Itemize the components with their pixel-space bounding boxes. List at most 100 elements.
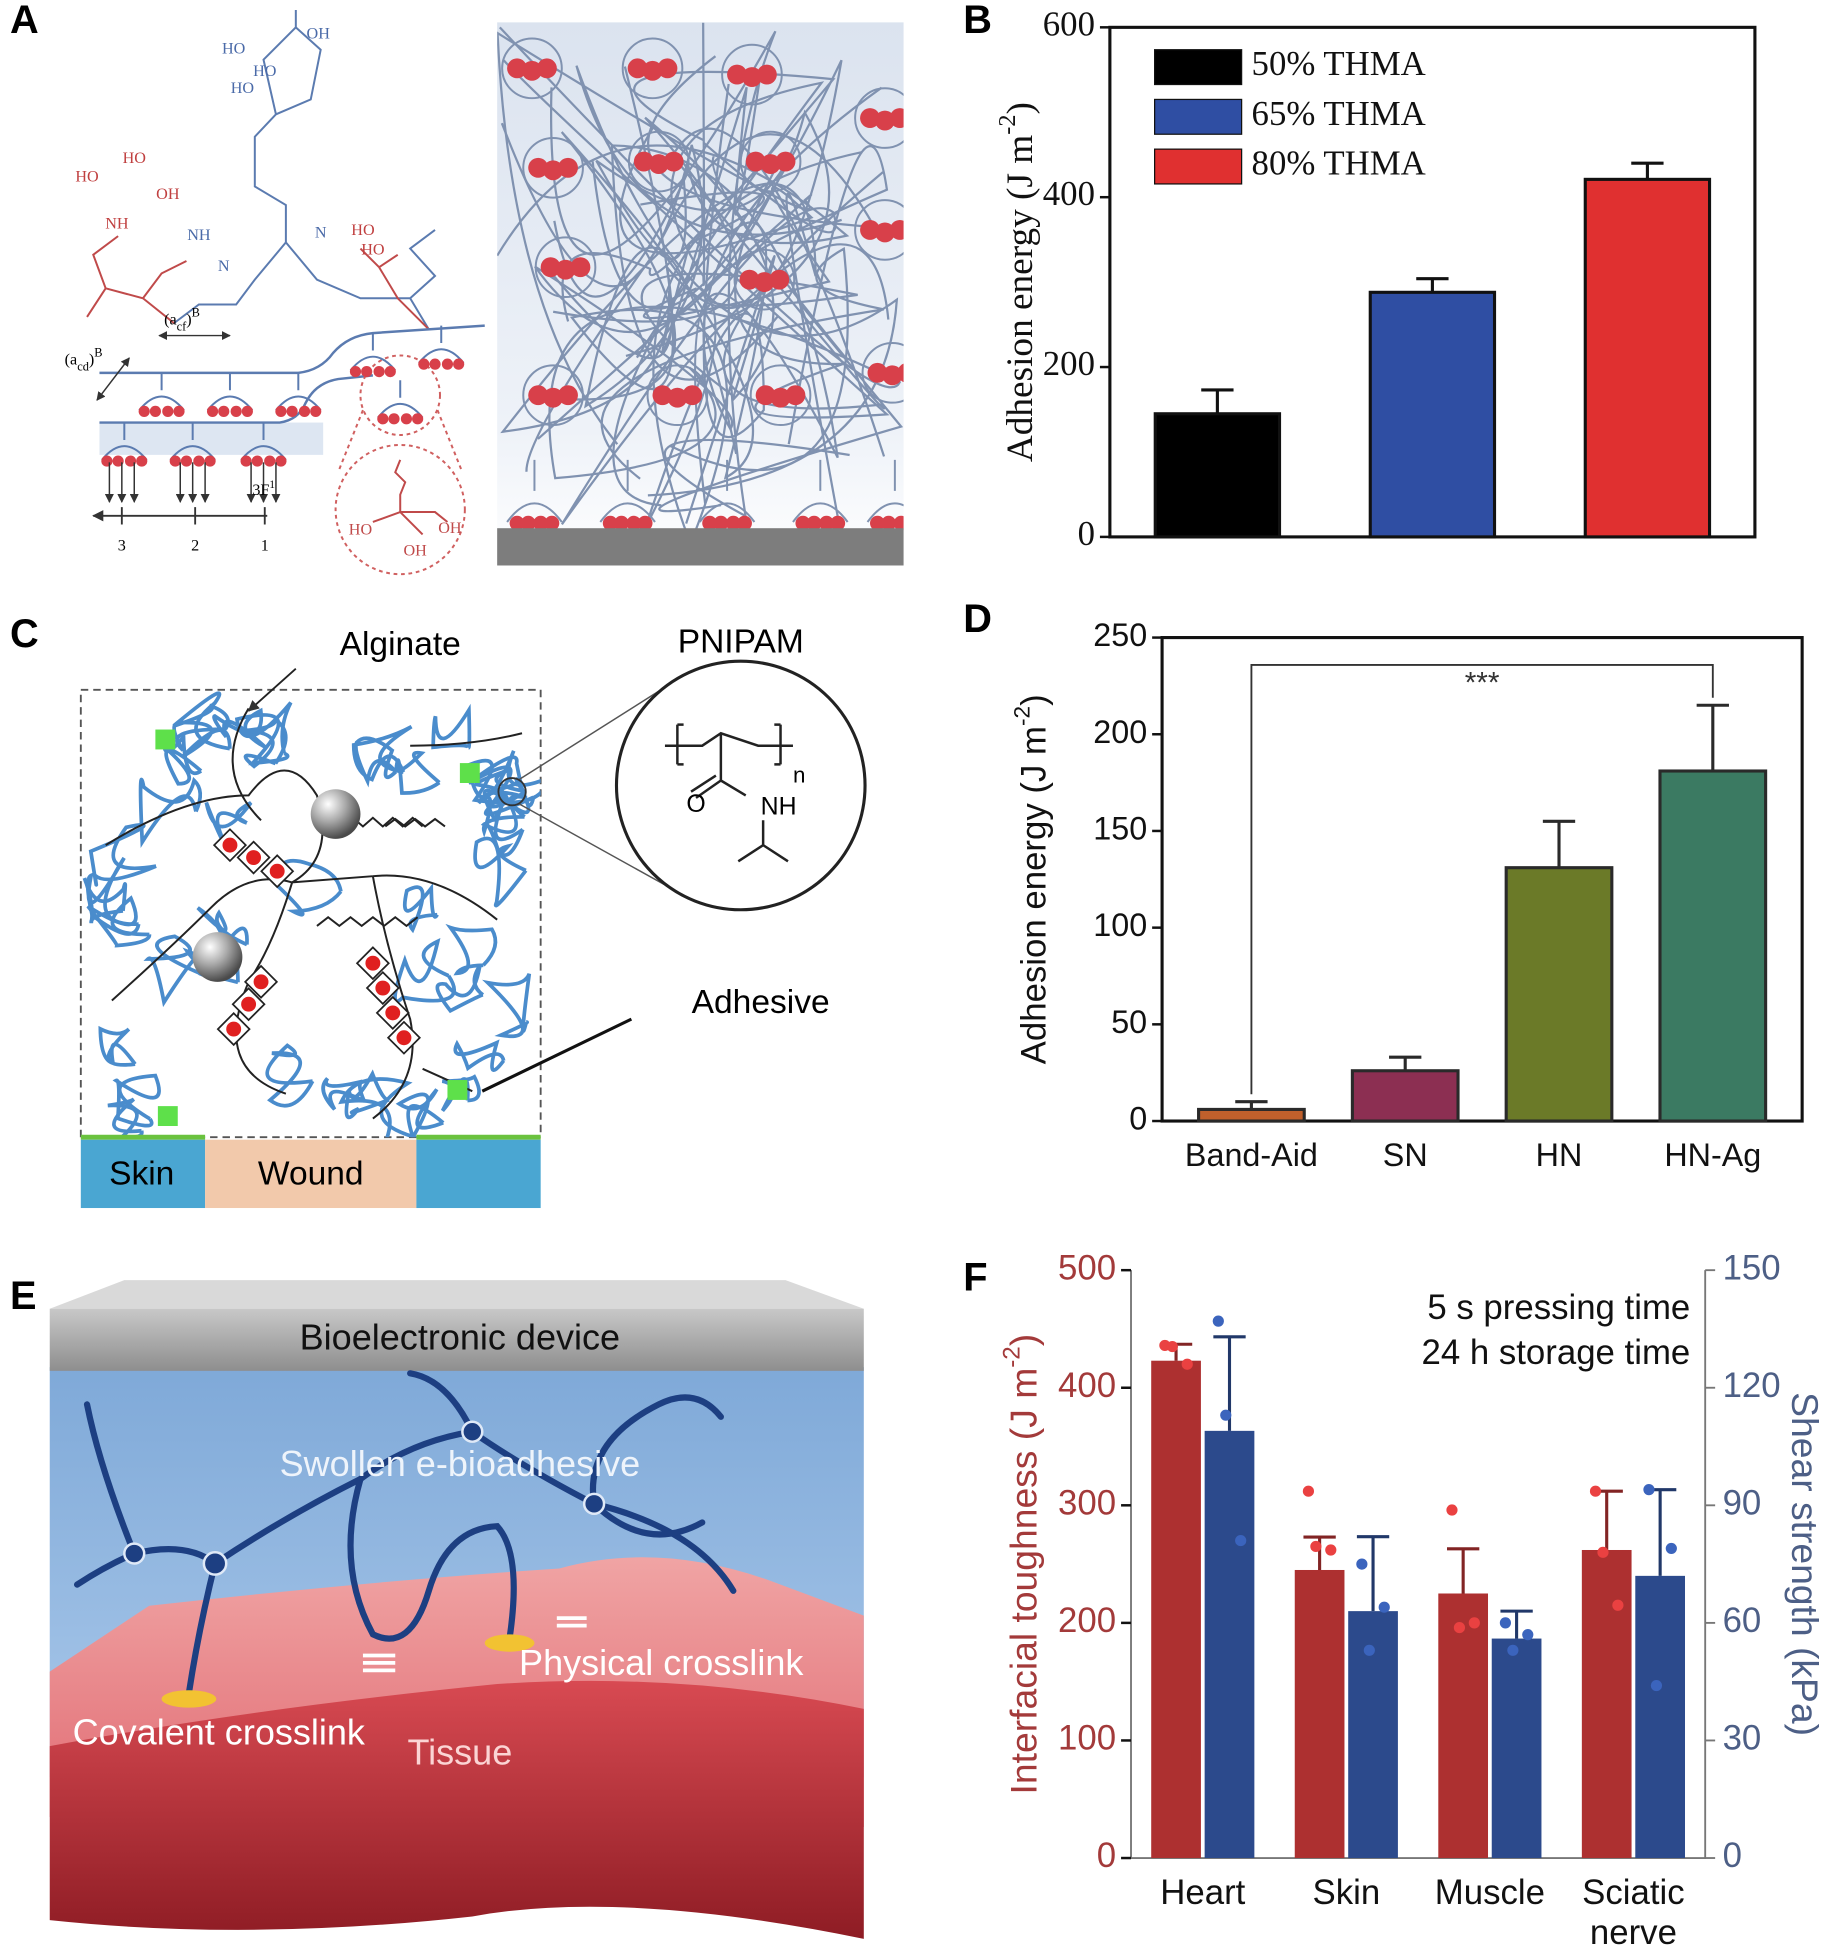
chain bbox=[73, 1428, 737, 1594]
axis-line bbox=[1130, 1270, 1707, 1859]
alginate-loop bbox=[431, 703, 472, 750]
y-tick-label: 400 bbox=[1058, 1367, 1116, 1405]
cluster-ring bbox=[854, 87, 904, 149]
panel-label: F bbox=[963, 1256, 987, 1300]
y-tick-label: 150 bbox=[1093, 810, 1147, 846]
cluster-dot bbox=[867, 362, 888, 383]
group-label: OH bbox=[438, 520, 462, 537]
node bbox=[582, 1492, 606, 1516]
position-label: 3 bbox=[118, 538, 126, 555]
dimension-line bbox=[96, 357, 130, 401]
cluster-ring bbox=[721, 43, 783, 106]
chain-label: HO bbox=[222, 40, 245, 57]
cluster-dot bbox=[558, 385, 578, 406]
x-label-box: Skin bbox=[1312, 1873, 1380, 1912]
cluster-dot bbox=[543, 160, 564, 181]
axis-title-text: Adhesion energy (J m bbox=[1016, 726, 1054, 1064]
alginate-loop bbox=[482, 972, 532, 1039]
group-dot bbox=[218, 405, 230, 417]
alginate-loop bbox=[82, 877, 128, 924]
cluster-dot bbox=[754, 272, 775, 293]
axis-title: Interfacial toughness (J m-2) bbox=[999, 1334, 1045, 1795]
label: Covalent crosslink bbox=[73, 1712, 366, 1753]
label: n bbox=[793, 763, 805, 788]
cluster-dot bbox=[775, 151, 796, 172]
group-dot bbox=[441, 358, 454, 370]
data-point bbox=[1212, 1315, 1224, 1327]
group-dot bbox=[298, 405, 311, 417]
group-label: HO bbox=[349, 521, 372, 538]
bar bbox=[1583, 177, 1712, 539]
bar bbox=[1197, 1107, 1306, 1123]
zoom-circle bbox=[497, 777, 527, 807]
alginate-loop bbox=[338, 1077, 418, 1138]
cluster-dot bbox=[633, 151, 654, 172]
error-bar bbox=[1542, 819, 1576, 868]
branch bbox=[418, 325, 465, 364]
cluster-dot bbox=[570, 257, 591, 278]
label: Alginate bbox=[340, 626, 461, 663]
axis-title-text: Interfacial toughness (J m bbox=[1002, 1368, 1044, 1795]
substrate bbox=[497, 528, 904, 566]
cluster-dot bbox=[727, 64, 747, 85]
network-drawing bbox=[497, 22, 904, 547]
network-line bbox=[99, 374, 374, 424]
label: NH bbox=[761, 793, 797, 820]
legend-swatch bbox=[1154, 98, 1243, 135]
axis-title-text: Shear strength (kPa) bbox=[1784, 1392, 1826, 1736]
alginate-loop bbox=[138, 776, 203, 848]
chart: 0 100 200 300 400 500 0 30 60 90 120 150 Interfacial… bbox=[999, 1249, 1827, 1950]
data-point bbox=[1378, 1601, 1390, 1613]
cluster-dot bbox=[760, 154, 781, 174]
x-label-box: HN-Ag bbox=[1664, 1136, 1761, 1173]
bar bbox=[1294, 1569, 1345, 1859]
panel-a-sketch bbox=[86, 9, 485, 576]
pnipam-chain bbox=[316, 915, 419, 928]
legend-label: 50% THMA bbox=[1252, 44, 1426, 83]
text: ) bbox=[89, 351, 94, 368]
adhesive-site bbox=[459, 763, 480, 783]
x-label-box: Heart bbox=[1160, 1873, 1245, 1912]
y-tick-label: 200 bbox=[1093, 714, 1147, 750]
y-tick-label: 300 bbox=[1058, 1485, 1116, 1523]
chain-label: OH bbox=[156, 186, 180, 203]
chain-label: HO bbox=[75, 168, 98, 185]
cluster-dot bbox=[770, 387, 791, 408]
group-dot bbox=[373, 366, 385, 378]
annotation: 5 s pressing time bbox=[1427, 1289, 1690, 1327]
cluster-dot bbox=[874, 110, 895, 131]
bar bbox=[1153, 412, 1282, 539]
polymer-line bbox=[502, 59, 890, 419]
nanoparticle bbox=[192, 932, 243, 982]
axis-tick bbox=[120, 507, 266, 525]
wound bbox=[205, 1139, 417, 1209]
panel-label: A bbox=[10, 0, 39, 42]
anchor-dot bbox=[806, 515, 822, 531]
data-point bbox=[1446, 1504, 1458, 1516]
hydrogel-box bbox=[79, 688, 542, 1139]
cluster-dot bbox=[663, 151, 684, 172]
data-point bbox=[1181, 1358, 1193, 1370]
anchor-dot bbox=[602, 515, 618, 531]
x-label-box: SN bbox=[1383, 1136, 1428, 1173]
data-point bbox=[1507, 1644, 1519, 1656]
anchor-dot bbox=[725, 515, 741, 531]
pnipam-structure bbox=[664, 723, 793, 863]
anchor-dot bbox=[544, 515, 560, 531]
bar bbox=[1658, 769, 1768, 1123]
interface-band bbox=[99, 422, 324, 455]
data-point bbox=[1589, 1485, 1602, 1497]
cluster-ring bbox=[739, 130, 802, 193]
calcium-ion bbox=[246, 850, 262, 866]
polymer-line bbox=[534, 86, 883, 431]
calcium-ion bbox=[226, 1021, 242, 1037]
y-tick-label: 50 bbox=[1111, 1004, 1147, 1040]
cluster-ring bbox=[522, 364, 584, 427]
cluster-dot bbox=[882, 365, 903, 386]
data-point bbox=[1650, 1679, 1663, 1692]
panel-label: B bbox=[963, 0, 992, 42]
anchor-dot bbox=[819, 515, 834, 531]
error-bar bbox=[1643, 1488, 1677, 1576]
data-point bbox=[1499, 1617, 1512, 1629]
